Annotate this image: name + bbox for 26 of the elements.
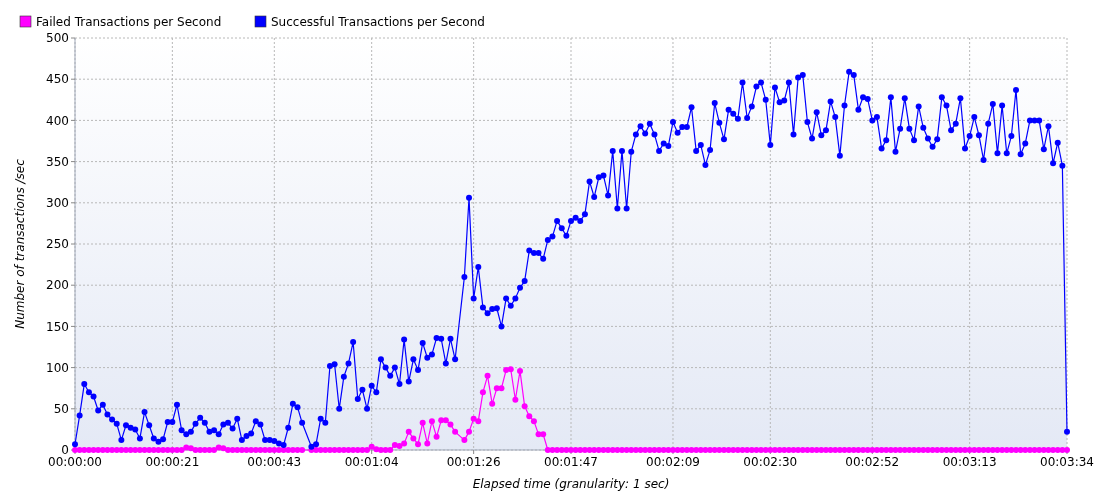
y-tick-label: 200	[46, 278, 69, 293]
x-tick-label: 00:03:13	[942, 455, 997, 469]
y-tick-label: 400	[46, 113, 69, 128]
y-tick-label: 100	[46, 360, 69, 375]
x-tick-label: 00:02:52	[845, 455, 900, 469]
x-tick-label: 00:02:30	[743, 455, 798, 469]
y-tick-label: 0	[61, 443, 69, 458]
legend-label: Failed Transactions per Second	[36, 14, 222, 29]
y-tick-label: 350	[46, 154, 69, 169]
y-tick-label: 150	[46, 319, 69, 334]
x-tick-label: 00:01:47	[544, 455, 598, 469]
x-tick-label: 00:01:04	[344, 455, 399, 469]
y-tick-label: 450	[46, 72, 69, 87]
x-tick-label: 00:00:43	[247, 455, 302, 469]
x-tick-label: 00:01:26	[446, 455, 501, 469]
x-tick-label: 00:02:09	[646, 455, 700, 469]
y-axis-title: Number of transactions /sec	[13, 158, 27, 329]
x-tick-label: 00:03:34	[1040, 455, 1094, 469]
x-tick-label: 00:00:00	[48, 455, 102, 469]
y-tick-label: 300	[46, 196, 69, 210]
x-tick-label: 00:00:21	[145, 455, 200, 469]
y-tick-label: 500	[46, 31, 69, 46]
legend-label: Successful Transactions per Second	[271, 14, 485, 29]
y-tick-label: 50	[53, 402, 69, 416]
x-axis-title: Elapsed time (granularity: 1 sec)	[472, 477, 670, 491]
y-tick-label: 250	[46, 237, 69, 252]
